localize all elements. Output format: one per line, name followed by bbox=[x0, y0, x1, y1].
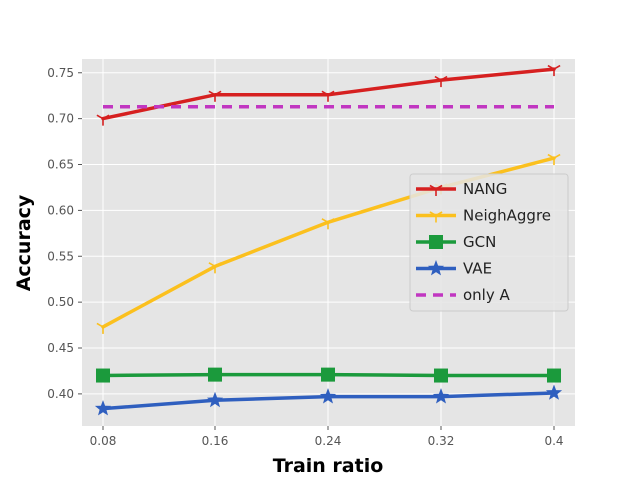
data-point bbox=[96, 114, 110, 126]
legend-item: only A bbox=[416, 286, 510, 304]
data-point bbox=[321, 367, 335, 382]
legend-marker bbox=[429, 184, 443, 196]
x-tick-label: 0.24 bbox=[315, 434, 342, 448]
legend-item: NeighAggre bbox=[416, 207, 551, 225]
legend-label: GCN bbox=[463, 233, 496, 251]
data-point bbox=[547, 368, 561, 383]
legend-label: NANG bbox=[463, 180, 507, 198]
series-vae bbox=[94, 384, 563, 416]
y-tick-label: 0.55 bbox=[47, 249, 74, 263]
data-point bbox=[208, 262, 222, 274]
data-point bbox=[545, 384, 563, 400]
series-gcn bbox=[96, 367, 561, 383]
legend-label: NeighAggre bbox=[463, 207, 551, 225]
x-tick-label: 0.4 bbox=[544, 434, 563, 448]
data-point bbox=[434, 368, 448, 383]
legend-marker bbox=[427, 260, 445, 276]
data-point bbox=[94, 400, 112, 416]
x-tick-label: 0.16 bbox=[202, 434, 229, 448]
legend-marker bbox=[429, 211, 443, 223]
y-tick-label: 0.60 bbox=[47, 203, 74, 217]
y-tick-label: 0.75 bbox=[47, 66, 74, 80]
x-axis-title: Train ratio bbox=[273, 455, 384, 477]
data-point bbox=[321, 90, 335, 102]
series-nang bbox=[96, 64, 561, 126]
data-point bbox=[206, 391, 224, 408]
data-point bbox=[96, 368, 110, 383]
legend-label: VAE bbox=[463, 260, 492, 278]
data-point bbox=[321, 218, 335, 230]
legend-item: NANG bbox=[416, 180, 507, 198]
data-point bbox=[208, 90, 222, 102]
legend-item: GCN bbox=[416, 233, 496, 251]
y-tick-label: 0.45 bbox=[47, 341, 74, 355]
data-point bbox=[432, 388, 450, 404]
x-tick-label: 0.08 bbox=[90, 434, 117, 448]
y-tick-label: 0.65 bbox=[47, 158, 74, 172]
data-point bbox=[208, 367, 222, 382]
legend-marker bbox=[429, 235, 443, 249]
legend-box bbox=[409, 173, 569, 312]
legend: NANG NeighAggre GCN VAE only A bbox=[409, 173, 569, 312]
legend-label: only A bbox=[463, 286, 510, 304]
data-point bbox=[319, 388, 337, 404]
data-point bbox=[547, 64, 561, 77]
data-point bbox=[96, 322, 110, 334]
data-point bbox=[434, 75, 448, 88]
y-tick-label: 0.70 bbox=[47, 112, 74, 126]
data-point bbox=[547, 153, 561, 166]
y-axis-title: Accuracy bbox=[13, 194, 35, 291]
y-tick-label: 0.40 bbox=[47, 387, 74, 401]
axes: 0.40 0.45 0.50 0.55 0.60 0.65 0.70 0.75 0.08 0.16… bbox=[47, 66, 563, 448]
x-tick-label: 0.32 bbox=[428, 434, 455, 448]
y-tick-label: 0.50 bbox=[47, 295, 74, 309]
legend-item: VAE bbox=[416, 260, 492, 278]
series bbox=[94, 64, 563, 416]
